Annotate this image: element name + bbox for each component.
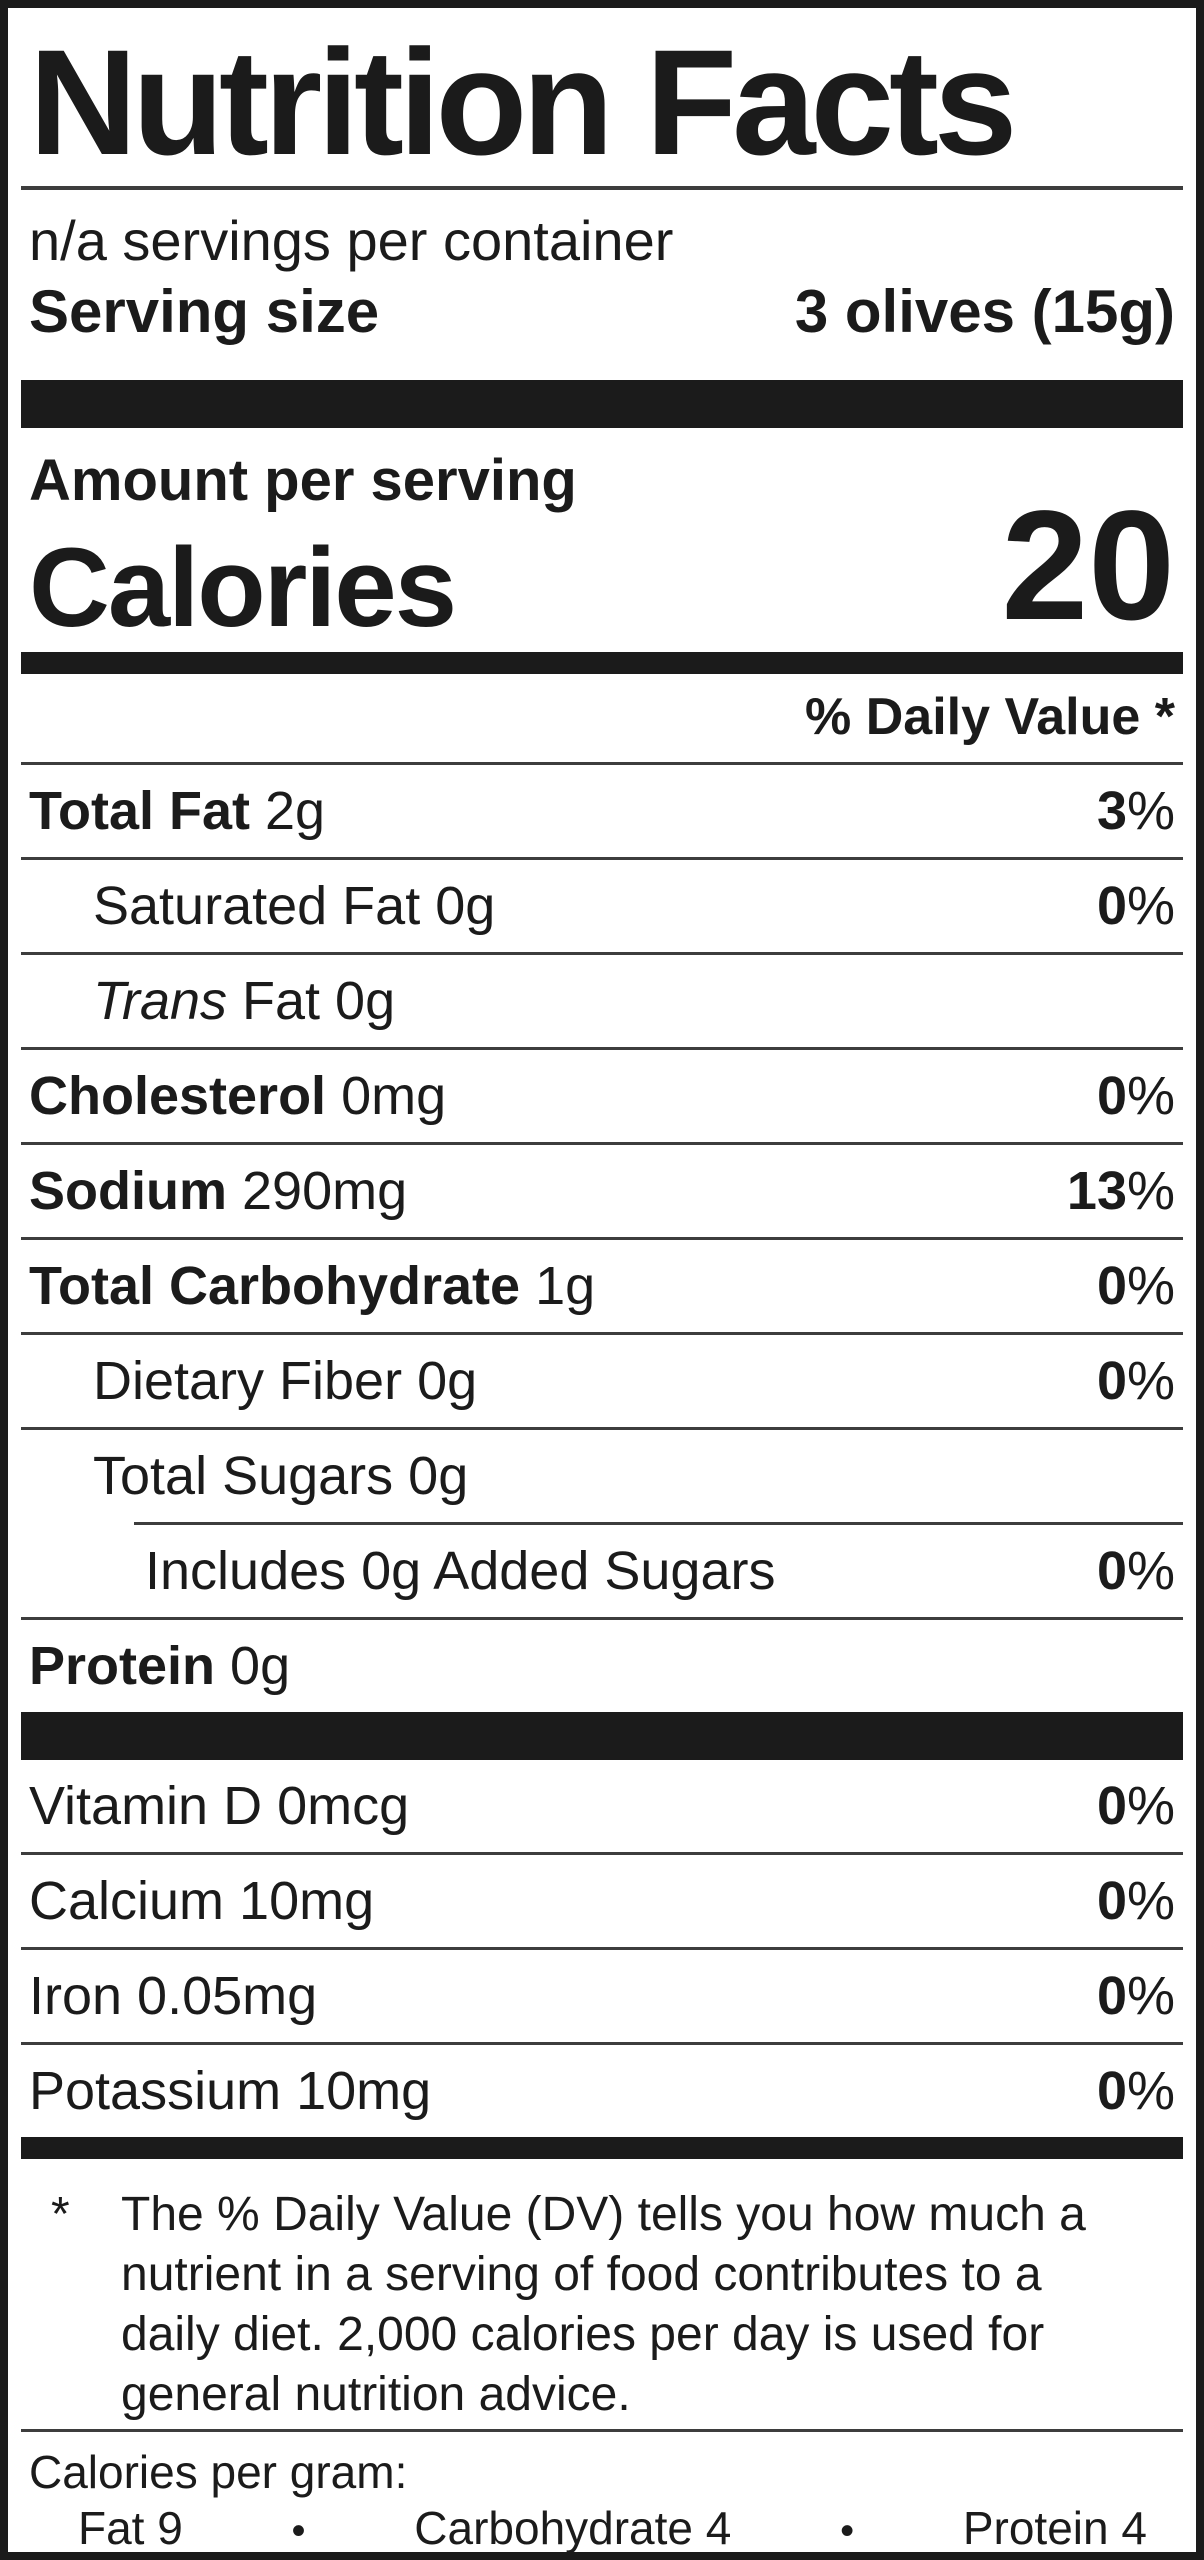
nutrient-row-sodium: Sodium 290mg 13% [21, 1145, 1183, 1240]
nutrient-row-dietary-fiber: Dietary Fiber 0g 0% [21, 1335, 1183, 1430]
nutrient-name: Calcium 10mg [29, 1871, 375, 1931]
nutrient-name: Total Fat 2g [29, 781, 326, 841]
medium-divider-calories [21, 652, 1183, 674]
nutrient-name: Saturated Fat 0g [93, 876, 496, 936]
cpg-carbohydrate: Carbohydrate 4 [414, 2502, 732, 2554]
title-divider [21, 186, 1183, 190]
micro-row-potassium: Potassium 10mg 0% [21, 2045, 1183, 2137]
nutrient-row-added-sugars: Includes 0g Added Sugars 0% [21, 1525, 1183, 1620]
cpg-fat: Fat 9 [78, 2502, 183, 2554]
nutrient-row-cholesterol: Cholesterol 0mg 0% [21, 1050, 1183, 1145]
nutrient-name: Includes 0g Added Sugars [145, 1541, 776, 1601]
nutrient-row-saturated-fat: Saturated Fat 0g 0% [21, 860, 1183, 955]
nutrient-dv: 13% [1066, 1161, 1175, 1221]
nutrient-name: Potassium 10mg [29, 2061, 432, 2121]
nutrient-dv: 0% [1096, 1966, 1175, 2026]
nutrient-dv: 0% [1096, 1066, 1175, 1126]
nutrient-dv: 3% [1096, 781, 1175, 841]
nutrient-dv: 0% [1096, 876, 1175, 936]
medium-divider-footnote [21, 2137, 1183, 2159]
nutrient-name: Total Sugars 0g [93, 1446, 469, 1506]
serving-size-label: Serving size [29, 278, 380, 345]
nutrient-row-total-carbohydrate: Total Carbohydrate 1g 0% [21, 1240, 1183, 1335]
nutrient-dv: 0% [1096, 1776, 1175, 1836]
nutrient-name: Cholesterol 0mg [29, 1066, 447, 1126]
nutrient-name: Trans Fat 0g [93, 971, 396, 1031]
nutrient-name: Protein 0g [29, 1636, 291, 1696]
nutrient-name: Sodium 290mg [29, 1161, 408, 1221]
nutrient-dv: 0% [1096, 1351, 1175, 1411]
bullet-separator-icon: • [291, 2509, 306, 2553]
nutrient-dv: 0% [1096, 2061, 1175, 2121]
nutrient-name: Dietary Fiber 0g [93, 1351, 478, 1411]
servings-per-container: n/a servings per container [29, 209, 674, 272]
nutrient-row-trans-fat: Trans Fat 0g [21, 955, 1183, 1050]
serving-size-row: Serving size 3 olives (15g) [21, 276, 1183, 348]
calories-value: 20 [1001, 479, 1175, 653]
nutrient-row-total-fat: Total Fat 2g 3% [21, 765, 1183, 860]
serving-size-value: 3 olives (15g) [794, 278, 1175, 345]
nutrient-name: Vitamin D 0mcg [29, 1776, 410, 1836]
nutrient-dv: 0% [1096, 1871, 1175, 1931]
micro-row-iron: Iron 0.05mg 0% [21, 1950, 1183, 2045]
micro-row-vitamin-d: Vitamin D 0mcg 0% [21, 1760, 1183, 1855]
label-title: Nutrition Facts [29, 18, 1017, 186]
calories-row: Calories 20 [21, 488, 1183, 650]
cpg-protein: Protein 4 [962, 2502, 1147, 2554]
calories-label: Calories [29, 525, 457, 650]
nutrient-name: Iron 0.05mg [29, 1966, 318, 2026]
footnote-marker: * [51, 2188, 70, 2241]
nutrient-row-protein: Protein 0g [21, 1620, 1183, 1712]
micro-row-calcium: Calcium 10mg 0% [21, 1855, 1183, 1950]
nutrient-name: Total Carbohydrate 1g [29, 1256, 596, 1316]
calories-per-gram-row: Fat 9 • Carbohydrate 4 • Protein 4 [21, 2500, 1183, 2554]
nutrient-dv: 0% [1096, 1256, 1175, 1316]
daily-value-footnote: * The % Daily Value (DV) tells you how m… [21, 2159, 1183, 2432]
indented-divider [134, 1522, 1183, 1525]
daily-value-header: % Daily Value * [21, 688, 1183, 765]
amount-per-serving: Amount per serving [29, 448, 577, 513]
bullet-separator-icon: • [840, 2509, 855, 2553]
footnote-text: The % Daily Value (DV) tells you how muc… [121, 2188, 1086, 2421]
nutrient-dv: 0% [1096, 1541, 1175, 1601]
thick-divider-micros [21, 1712, 1183, 1760]
calories-per-gram-heading: Calories per gram: [29, 2446, 408, 2498]
thick-divider-top [21, 380, 1183, 428]
nutrient-row-total-sugars: Total Sugars 0g [21, 1430, 1183, 1522]
